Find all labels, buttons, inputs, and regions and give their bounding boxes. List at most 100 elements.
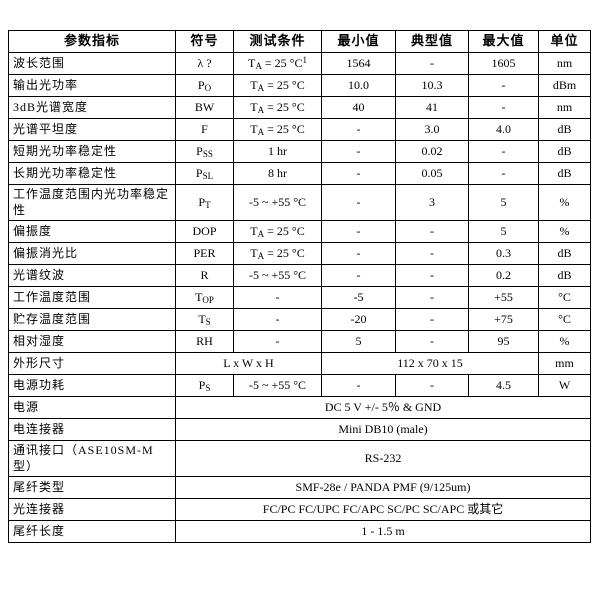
param-label: 3dB光谱宽度 bbox=[8, 96, 176, 119]
table-cell: - bbox=[233, 330, 322, 354]
param-label: 波长范围 bbox=[8, 52, 176, 75]
table-cell: nm bbox=[538, 96, 591, 119]
table-header: 参数指标 符号 测试条件 最小值 典型值 最大值 单位 bbox=[8, 30, 591, 53]
table-cell: % bbox=[538, 330, 591, 354]
table-cell: TA = 25 °C bbox=[233, 220, 322, 244]
param-label: 通讯接口（ASE10SM-M型） bbox=[8, 440, 176, 478]
table-cell: - bbox=[395, 330, 469, 354]
table-cell: - bbox=[468, 96, 539, 119]
table-cell: PS bbox=[175, 374, 234, 398]
table-row: 相对湿度 RH -5-95% bbox=[8, 330, 591, 354]
table-cell: °C bbox=[538, 308, 591, 332]
param-label: 尾纤类型 bbox=[8, 476, 176, 500]
table-cell: 0.05 bbox=[395, 162, 469, 185]
table-cell: - bbox=[395, 264, 469, 288]
table-cell: - bbox=[321, 118, 396, 141]
table-cell: - bbox=[395, 286, 469, 310]
table-cell: F bbox=[175, 118, 234, 141]
table-row: 长期光功率稳定性 PSL 8 hr -0.05- dB bbox=[8, 162, 591, 185]
table-row: 偏振消光比 PER TA = 25 °C - -0.3 dB bbox=[8, 242, 591, 266]
table-cell: PO bbox=[175, 74, 234, 97]
table-cell: TA = 25 °C1 bbox=[233, 52, 322, 75]
table-cell: 5 bbox=[468, 183, 539, 222]
table-cell: % bbox=[538, 220, 591, 244]
table-cell: 1 hr bbox=[233, 140, 322, 163]
table-row: 工作温度范围 TOP - -5- +55 °C bbox=[8, 286, 591, 310]
table-cell: -5 ~ +55 °C bbox=[233, 264, 322, 288]
param-label: 光谱纹波 bbox=[8, 264, 176, 288]
table-cell: - bbox=[233, 286, 322, 310]
table-row: 3dB光谱宽度 BW TA = 25 °C 40 41- nm bbox=[8, 96, 591, 119]
table-cell: -20 bbox=[321, 308, 396, 332]
table-cell: - bbox=[468, 140, 539, 163]
table-cell: - bbox=[321, 242, 396, 266]
table-cell: 3 bbox=[395, 183, 469, 222]
table-cell: 1605 bbox=[468, 52, 539, 75]
table-cell: - bbox=[468, 74, 539, 97]
table-cell: - bbox=[395, 242, 469, 266]
table-cell: PT bbox=[175, 183, 234, 222]
column-header: 符号 bbox=[175, 30, 234, 53]
table-cell: -5 ~ +55 °C bbox=[233, 374, 322, 398]
table-row: 偏振度 DOP TA = 25 °C - -5% bbox=[8, 220, 591, 244]
table-row: 外形尺寸 L x W x H 112 x 70 x 15 mm bbox=[8, 352, 591, 376]
table-cell: RH bbox=[175, 330, 234, 354]
table-cell: - bbox=[395, 374, 469, 398]
table-row: 电连接器 Mini DB10 (male) bbox=[8, 418, 591, 442]
table-body: 波长范围 λ ? TA = 25 °C1 1564-1605 nm 输出光功率 PO TA =… bbox=[8, 52, 591, 544]
table-cell: - bbox=[321, 220, 396, 244]
spec-table: 参数指标 符号 测试条件 最小值 典型值 最大值 单位 波长范围 λ ? TA = 25 °C1… bbox=[8, 30, 591, 544]
table-cell: - bbox=[321, 183, 396, 222]
table-cell: dB bbox=[538, 140, 591, 163]
table-cell: 10.3 bbox=[395, 74, 469, 97]
table-cell: - bbox=[321, 140, 396, 163]
param-label: 电源 bbox=[8, 396, 176, 420]
table-cell: TA = 25 °C bbox=[233, 74, 322, 97]
table-cell: dBm bbox=[538, 74, 591, 97]
param-label: 电源功耗 bbox=[8, 374, 176, 398]
table-cell: - bbox=[395, 308, 469, 332]
table-row: 尾纤类型 SMF-28e / PANDA PMF (9/125um) bbox=[8, 476, 591, 500]
column-header: 参数指标 bbox=[8, 30, 176, 53]
table-row: 短期光功率稳定性 PSS 1 hr -0.02- dB bbox=[8, 140, 591, 163]
table-cell: R bbox=[175, 264, 234, 288]
table-cell: - bbox=[233, 308, 322, 332]
table-cell: 40 bbox=[321, 96, 396, 119]
table-cell: - bbox=[321, 374, 396, 398]
param-label: 相对湿度 bbox=[8, 330, 176, 354]
table-cell: 10.0 bbox=[321, 74, 396, 97]
param-label: 尾纤长度 bbox=[8, 520, 176, 544]
column-header: 单位 bbox=[538, 30, 591, 53]
param-label: 光连接器 bbox=[8, 498, 176, 522]
table-cell: % bbox=[538, 183, 591, 222]
param-label: 偏振度 bbox=[8, 220, 176, 244]
table-cell: 1564 bbox=[321, 52, 396, 75]
table-cell: -5 ~ +55 °C bbox=[233, 183, 322, 222]
table-cell: 3.0 bbox=[395, 118, 469, 141]
table-cell: 0.2 bbox=[468, 264, 539, 288]
table-cell: SMF-28e / PANDA PMF (9/125um) bbox=[175, 476, 591, 500]
param-label: 工作温度范围 bbox=[8, 286, 176, 310]
table-cell: TA = 25 °C bbox=[233, 96, 322, 119]
table-cell: dB bbox=[538, 264, 591, 288]
table-cell: - bbox=[395, 52, 469, 75]
table-cell: °C bbox=[538, 286, 591, 310]
table-cell: PER bbox=[175, 242, 234, 266]
table-cell: - bbox=[395, 220, 469, 244]
table-cell: FC/PC FC/UPC FC/APC SC/PC SC/APC 或其它 bbox=[175, 498, 591, 522]
table-cell: TS bbox=[175, 308, 234, 332]
table-cell: 112 x 70 x 15 bbox=[321, 352, 539, 376]
table-cell: 95 bbox=[468, 330, 539, 354]
table-row: 贮存温度范围 TS - -20- +75 °C bbox=[8, 308, 591, 332]
param-label: 外形尺寸 bbox=[8, 352, 176, 376]
param-label: 偏振消光比 bbox=[8, 242, 176, 266]
table-cell: RS-232 bbox=[175, 440, 591, 478]
column-header: 典型值 bbox=[395, 30, 469, 53]
table-cell: BW bbox=[175, 96, 234, 119]
table-cell: 1 - 1.5 m bbox=[175, 520, 591, 544]
table-cell: dB bbox=[538, 242, 591, 266]
table-cell: +75 bbox=[468, 308, 539, 332]
table-cell: DC 5 V +/- 5％ & GND bbox=[175, 396, 591, 420]
table-cell: nm bbox=[538, 52, 591, 75]
